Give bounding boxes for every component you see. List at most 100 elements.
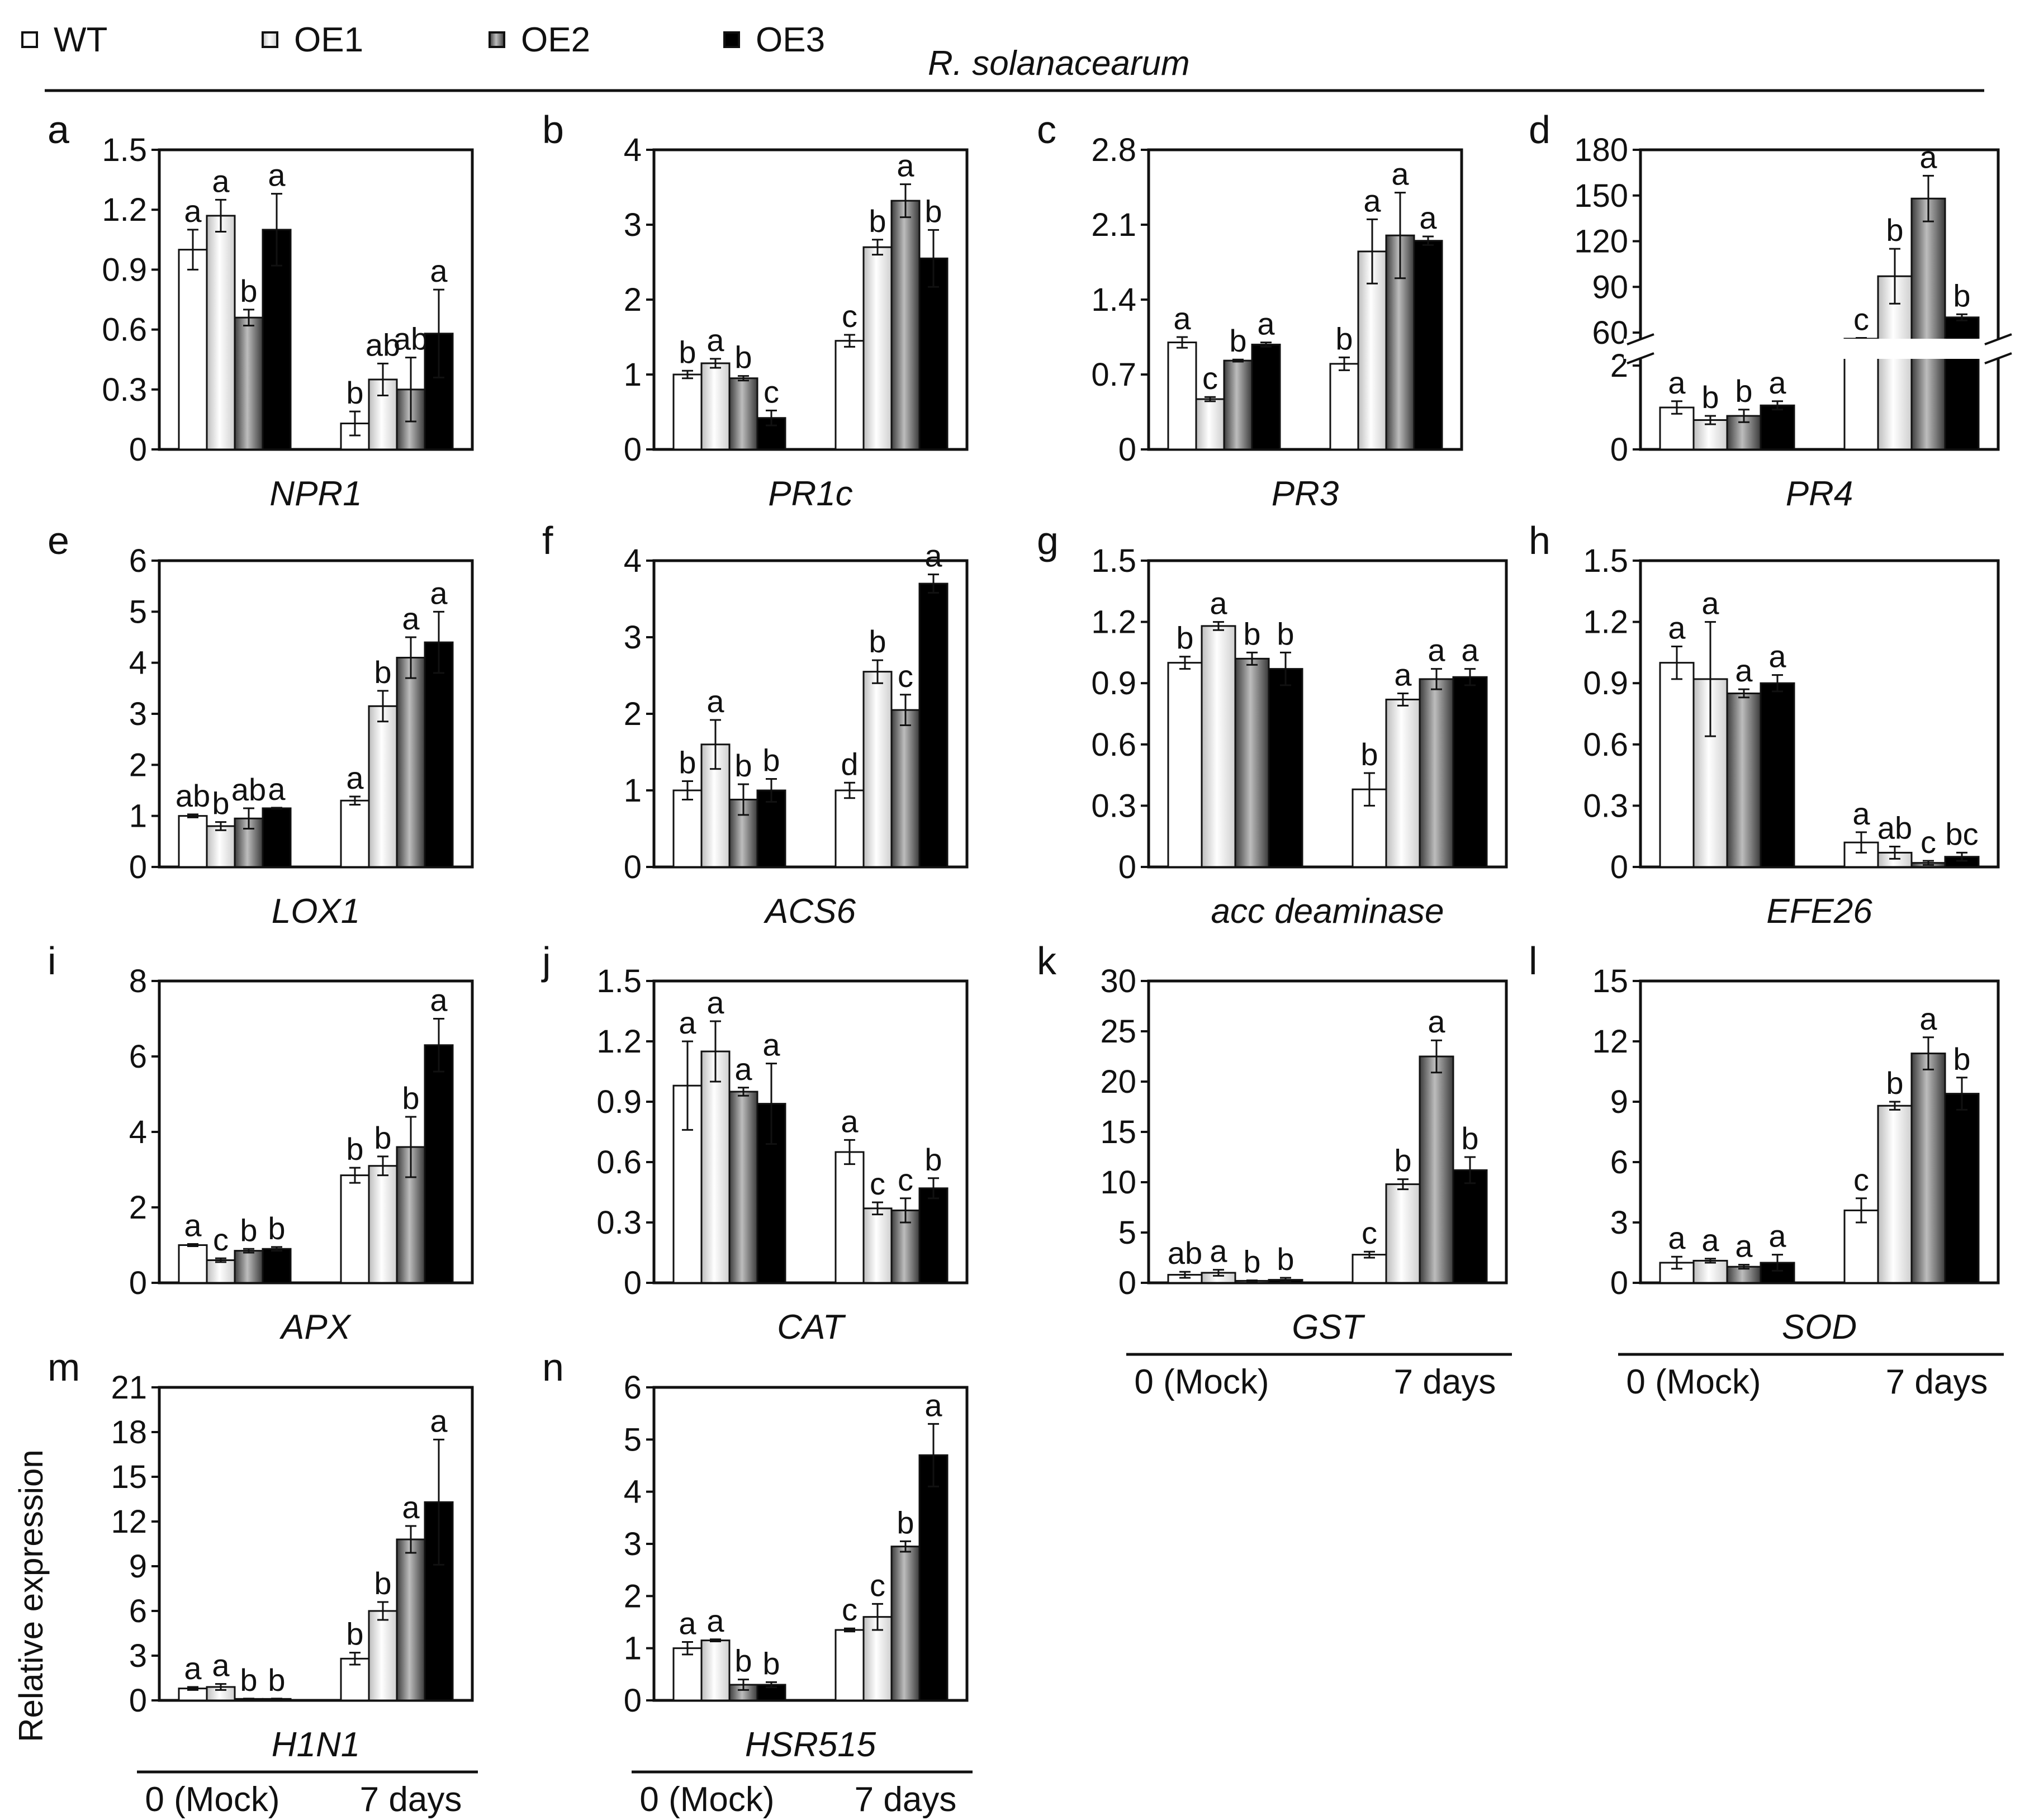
y-tick-label: 1 xyxy=(624,772,642,809)
y-tick-label: 180 xyxy=(1574,132,1628,168)
significance-letter: a xyxy=(430,253,448,288)
significance-letter: b xyxy=(374,1566,391,1601)
gene-label: NPR1 xyxy=(269,475,362,513)
y-tick-label: 0 xyxy=(1118,432,1136,468)
bar-oe3-mock xyxy=(1268,668,1303,868)
bar-wt-7days xyxy=(834,1151,865,1284)
y-tick-label: 8 xyxy=(129,963,147,999)
y-tick-label: 10 xyxy=(1100,1164,1136,1201)
y-tick-label: 0 xyxy=(129,432,147,468)
significance-letter: ab xyxy=(176,778,210,813)
bar-oe2-7days xyxy=(396,657,426,868)
significance-letter: b xyxy=(1176,620,1193,656)
bar-oe3-7days xyxy=(1944,1093,1980,1284)
significance-letter: a xyxy=(268,158,286,193)
panel-letter: d xyxy=(1529,108,1550,151)
bar-oe2-mock xyxy=(1223,359,1253,451)
panel-letter: i xyxy=(48,939,56,983)
legend-item-wt: WT xyxy=(21,21,107,59)
axis-break-mark xyxy=(1627,333,1654,345)
gene-label: APX xyxy=(279,1308,352,1347)
y-tick-label: 0.6 xyxy=(596,1144,642,1181)
axis-break-gap xyxy=(1624,339,2015,359)
y-tick-label: 1.4 xyxy=(1091,282,1136,318)
gene-label: H1N1 xyxy=(272,1726,361,1764)
bar-oe3-7days xyxy=(918,1187,949,1284)
gene-label: ACS6 xyxy=(763,892,856,931)
y-tick-label: 1.5 xyxy=(1583,543,1628,579)
y-tick-label: 1.2 xyxy=(102,192,147,228)
significance-letter: a xyxy=(1735,1229,1753,1264)
y-tick-label: 1.5 xyxy=(1091,543,1136,579)
legend-swatch-oe3 xyxy=(723,31,740,48)
significance-letter: a xyxy=(212,1648,230,1683)
y-tick-label: 12 xyxy=(1592,1023,1628,1060)
bar-wt-7days xyxy=(834,340,865,451)
significance-letter: b xyxy=(212,786,229,821)
bar-oe2-mock xyxy=(234,1250,264,1284)
bar-wt-mock xyxy=(1167,662,1203,868)
y-tick-label: 21 xyxy=(111,1369,147,1406)
significance-letter: a xyxy=(1210,1234,1227,1269)
bar-wt-mock xyxy=(1167,342,1197,451)
timepoint-label-mock: 0 (Mock) xyxy=(1626,1363,1761,1401)
y-tick-label: 4 xyxy=(129,645,147,681)
significance-letter: b xyxy=(240,273,257,309)
significance-letter: a xyxy=(897,148,914,183)
timepoint-label-7days: 7 days xyxy=(1394,1363,1496,1401)
bar-wt-mock xyxy=(178,815,208,868)
significance-letter: b xyxy=(268,1662,285,1698)
panel-letter: e xyxy=(48,519,69,562)
significance-letter: a xyxy=(1257,306,1275,342)
significance-letter: b xyxy=(1360,737,1378,772)
bar-oe2-7days xyxy=(1910,197,1946,451)
legend-label-oe1: OE1 xyxy=(294,21,363,59)
gene-label: GST xyxy=(1292,1308,1365,1347)
significance-letter: ab xyxy=(1877,810,1912,845)
y-tick-label: 0.3 xyxy=(102,372,147,408)
gene-label: PR1c xyxy=(768,475,853,513)
significance-letter: a xyxy=(184,1651,202,1686)
y-tick-label: 3 xyxy=(129,696,147,732)
bar-wt-7days xyxy=(340,799,370,868)
y-tick-label: 15 xyxy=(1592,963,1628,999)
y-tick-label: 3 xyxy=(624,207,642,243)
bar-oe1-mock xyxy=(206,1259,236,1284)
panel-letter: a xyxy=(48,108,69,151)
significance-letter: a xyxy=(1735,653,1753,688)
y-tick-label: 9 xyxy=(129,1548,147,1585)
gene-label: CAT xyxy=(777,1308,846,1347)
y-tick-label: 1 xyxy=(129,798,147,835)
y-tick-label: 90 xyxy=(1592,269,1628,305)
y-tick-label: 1.2 xyxy=(596,1023,642,1060)
significance-letter: a xyxy=(184,193,202,229)
significance-letter: a xyxy=(430,983,448,1018)
bar-oe2-mock xyxy=(728,377,758,451)
panel-letter: m xyxy=(48,1345,80,1389)
y-tick-label: 6 xyxy=(1610,1144,1628,1181)
significance-letter: a xyxy=(679,1005,696,1040)
significance-letter: a xyxy=(1461,633,1479,668)
y-tick-label: 0.6 xyxy=(102,312,147,348)
bar-wt-mock xyxy=(1659,662,1695,868)
axis-break-mark xyxy=(1984,333,2012,345)
y-tick-label: 60 xyxy=(1592,315,1628,351)
significance-letter: a xyxy=(706,684,724,719)
gene-label: PR4 xyxy=(1786,475,1853,513)
bar-wt-mock xyxy=(672,789,703,868)
bar-oe1-mock xyxy=(206,825,236,868)
significance-letter: a xyxy=(1919,1001,1937,1036)
bar-oe3-7days xyxy=(918,1454,949,1701)
y-tick-label: 0 xyxy=(624,1265,642,1301)
significance-letter: a xyxy=(1210,586,1227,621)
significance-letter: c xyxy=(842,298,857,334)
panel-letter: l xyxy=(1529,939,1538,983)
bar-oe3-7days xyxy=(1452,1169,1488,1284)
